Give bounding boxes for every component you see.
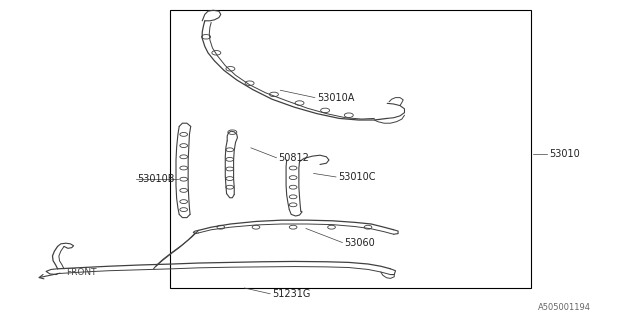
Text: FRONT: FRONT: [66, 268, 97, 277]
Bar: [170, 10, 531, 288]
Text: A505001194: A505001194: [538, 303, 591, 312]
Text: 53060: 53060: [344, 237, 375, 248]
Text: 53010: 53010: [549, 148, 580, 159]
Text: 53010B: 53010B: [138, 173, 175, 184]
Text: 51231G: 51231G: [272, 289, 310, 299]
Text: 53010C: 53010C: [338, 172, 376, 182]
Text: 50812: 50812: [278, 153, 309, 163]
Text: 53010A: 53010A: [317, 92, 354, 103]
